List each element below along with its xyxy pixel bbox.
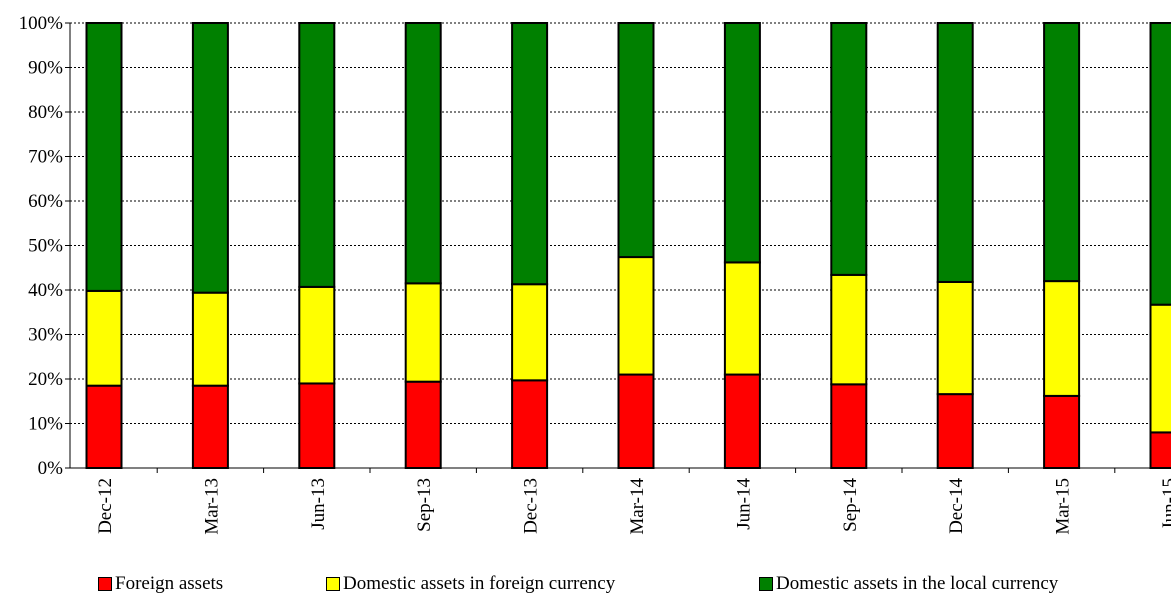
x-tick-label: Mar-14 bbox=[627, 478, 648, 535]
bar-segment-domestic-local-currency bbox=[298, 22, 336, 288]
bar-segment-domestic-foreign-currency bbox=[191, 291, 229, 387]
gridlines bbox=[70, 22, 1171, 424]
bar-segment-domestic-local-currency bbox=[404, 22, 442, 285]
bar-segment-foreign-assets bbox=[617, 373, 655, 469]
bar-segment-domestic-foreign-currency bbox=[830, 273, 868, 386]
x-tick-label: Sep-14 bbox=[840, 478, 861, 532]
bar-segment-foreign-assets bbox=[298, 382, 336, 470]
y-tick-label: 40% bbox=[28, 280, 63, 301]
x-tick-label: Jun-14 bbox=[733, 478, 754, 530]
y-tick-label: 50% bbox=[28, 236, 63, 257]
y-tick-label: 70% bbox=[28, 147, 63, 168]
legend-item-foreign-assets: Foreign assets bbox=[98, 573, 223, 595]
legend-item-domestic-foreign-currency: Domestic assets in foreign currency bbox=[326, 573, 615, 595]
legend: Foreign assets Domestic assets in foreig… bbox=[0, 573, 1171, 597]
bar-segment-domestic-local-currency bbox=[617, 22, 655, 259]
bar-segment-foreign-assets bbox=[723, 373, 761, 469]
legend-swatch-green bbox=[759, 577, 773, 591]
legend-label: Domestic assets in the local currency bbox=[776, 573, 1059, 594]
x-tick-label: Sep-13 bbox=[414, 478, 435, 532]
bar-segment-domestic-foreign-currency bbox=[511, 283, 549, 382]
bar-segment-domestic-foreign-currency bbox=[617, 256, 655, 376]
x-tick-label: Jun-13 bbox=[308, 478, 329, 530]
bar-segment-foreign-assets bbox=[511, 379, 549, 469]
bar-segment-foreign-assets bbox=[404, 380, 442, 470]
legend-swatch-yellow bbox=[326, 577, 340, 591]
bar-segment-domestic-local-currency bbox=[830, 22, 868, 276]
bar-segment-domestic-local-currency bbox=[85, 22, 123, 292]
bar-segment-domestic-local-currency bbox=[1043, 22, 1081, 283]
x-tick-label: Dec-14 bbox=[946, 478, 967, 534]
bar-segment-foreign-assets bbox=[936, 393, 974, 470]
legend-swatch-red bbox=[98, 577, 112, 591]
x-tick-label: Dec-12 bbox=[95, 478, 116, 534]
bar-segment-domestic-foreign-currency bbox=[85, 289, 123, 387]
legend-label: Foreign assets bbox=[115, 573, 224, 594]
x-tick-label: Jun-15 bbox=[1159, 478, 1171, 530]
bar-segment-foreign-assets bbox=[1149, 431, 1171, 469]
bar-segment-domestic-foreign-currency bbox=[723, 261, 761, 376]
y-tick-label: 30% bbox=[28, 325, 63, 346]
x-tick-label: Mar-13 bbox=[201, 478, 222, 535]
bar-segment-foreign-assets bbox=[830, 383, 868, 469]
y-tick-label: 20% bbox=[28, 369, 63, 390]
legend-label: Domestic assets in foreign currency bbox=[343, 573, 616, 594]
y-tick-label: 100% bbox=[19, 13, 64, 34]
bar-segment-foreign-assets bbox=[85, 384, 123, 469]
y-tick-label: 10% bbox=[28, 414, 63, 435]
bar-segment-foreign-assets bbox=[1043, 394, 1081, 469]
bars bbox=[85, 22, 1171, 470]
x-tick-label: Mar-15 bbox=[1053, 478, 1074, 535]
bar-segment-domestic-foreign-currency bbox=[936, 280, 974, 396]
bar-segment-domestic-local-currency bbox=[511, 22, 549, 286]
x-tick-labels: Dec-12 Mar-13 Jun-13 Sep-13 Dec-13 Mar-14 Jun-… bbox=[95, 478, 1171, 535]
x-tick-label: Dec-13 bbox=[521, 478, 542, 534]
bar-segment-domestic-local-currency bbox=[936, 22, 974, 283]
y-tick-label: 60% bbox=[28, 191, 63, 212]
y-tick-label: 0% bbox=[38, 458, 64, 479]
bar-segment-domestic-foreign-currency bbox=[1149, 303, 1171, 434]
bar-segment-domestic-local-currency bbox=[191, 22, 229, 294]
bar-segment-domestic-local-currency bbox=[723, 22, 761, 264]
y-tick-label: 90% bbox=[28, 58, 63, 79]
bar-segment-domestic-local-currency bbox=[1149, 22, 1171, 306]
y-tick-labels: 0% 10% 20% 30% 40% 50% 60% 70% 80% 90% 100% bbox=[19, 13, 64, 479]
bar-segment-domestic-foreign-currency bbox=[404, 282, 442, 383]
bar-segment-foreign-assets bbox=[191, 384, 229, 469]
bar-segment-domestic-foreign-currency bbox=[1043, 280, 1081, 397]
bar-segment-domestic-foreign-currency bbox=[298, 285, 336, 385]
legend-item-domestic-local-currency: Domestic assets in the local currency bbox=[759, 573, 1058, 595]
y-tick-label: 80% bbox=[28, 102, 63, 123]
